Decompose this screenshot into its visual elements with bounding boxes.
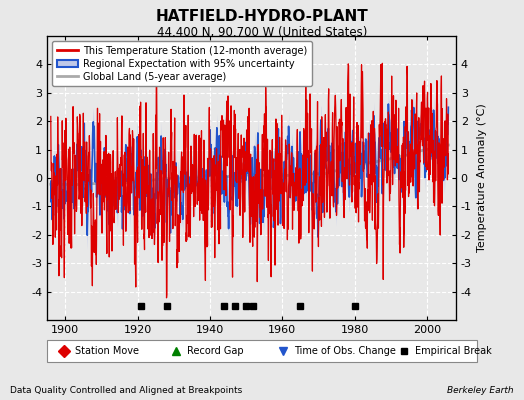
- Y-axis label: Temperature Anomaly (°C): Temperature Anomaly (°C): [477, 104, 487, 252]
- Text: Station Move: Station Move: [75, 346, 139, 356]
- Text: Data Quality Controlled and Aligned at Breakpoints: Data Quality Controlled and Aligned at B…: [10, 386, 243, 395]
- Text: Time of Obs. Change: Time of Obs. Change: [294, 346, 396, 356]
- Text: Record Gap: Record Gap: [187, 346, 244, 356]
- FancyBboxPatch shape: [47, 340, 477, 362]
- Legend: This Temperature Station (12-month average), Regional Expectation with 95% uncer: This Temperature Station (12-month avera…: [52, 41, 312, 86]
- Text: HATFIELD-HYDRO-PLANT: HATFIELD-HYDRO-PLANT: [156, 9, 368, 24]
- Text: Berkeley Earth: Berkeley Earth: [447, 386, 514, 395]
- Text: Empirical Break: Empirical Break: [414, 346, 492, 356]
- Text: 44.400 N, 90.700 W (United States): 44.400 N, 90.700 W (United States): [157, 26, 367, 39]
